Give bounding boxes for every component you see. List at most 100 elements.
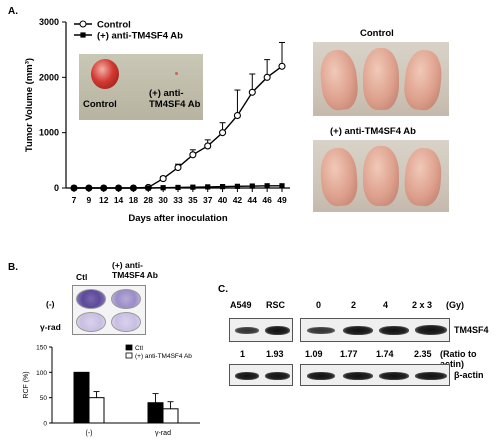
data-point [86, 185, 92, 191]
x-tick-label: 7 [72, 195, 77, 205]
data-point [71, 185, 77, 191]
category-label: (-) [86, 430, 93, 437]
x-tick-label: 28 [144, 195, 154, 205]
panel-b-letter: B. [8, 262, 18, 273]
actin-band-label: β-actin [454, 370, 484, 380]
data-point [219, 184, 226, 190]
data-point [115, 185, 122, 191]
photo-treated-label: (+) anti- TM4SF4 Ab [149, 88, 201, 110]
control-tumor [91, 59, 119, 89]
bar [73, 371, 90, 424]
row-minus-label: (-) [46, 299, 55, 309]
x-tick-label: 14 [114, 195, 124, 205]
y-tick-label: 0 [54, 183, 59, 193]
y-tick-label: 50 [40, 395, 48, 402]
tm4sf4-blot-left [229, 318, 293, 342]
excised-tumor-photo: Control (+) anti- TM4SF4 Ab [79, 54, 203, 120]
well-ab-minus [111, 289, 141, 309]
x-axis-label: Days after inoculation [128, 213, 227, 224]
data-point [174, 163, 182, 172]
lane-label-0gy: 0 [316, 300, 322, 310]
band [265, 372, 290, 380]
y-tick-label: 1000 [39, 128, 59, 138]
bar [162, 408, 179, 424]
control-mice-photo [313, 42, 449, 116]
data-point [279, 183, 285, 189]
data-point [233, 111, 241, 120]
data-point [189, 151, 197, 159]
data-point [219, 129, 227, 137]
x-tick-label: 42 [233, 195, 243, 205]
band [235, 372, 259, 380]
x-tick-label: 12 [99, 195, 109, 205]
legend-label: Control [97, 20, 131, 31]
mouse [319, 146, 359, 208]
y-tick-label: 0 [43, 421, 47, 428]
col-ctl-label: Ctl [76, 272, 88, 282]
ratio-4gy: 1.74 [376, 349, 394, 359]
band [379, 372, 409, 380]
band [379, 326, 409, 335]
legend-swatch [125, 344, 133, 351]
band [307, 372, 335, 380]
data-point [101, 185, 107, 191]
data-point [175, 184, 181, 191]
y-tick-label: 150 [36, 345, 47, 352]
band [307, 327, 335, 334]
ratio-rsc: 1.93 [266, 349, 284, 359]
tm4sf4-blot-right [300, 318, 450, 342]
data-point [205, 184, 211, 190]
lane-label-2gy: 2 [351, 300, 357, 310]
well-ctl-rad [76, 312, 106, 332]
bar [88, 397, 105, 424]
legend-label: (+) anti-TM4SF4 Ab [135, 353, 192, 360]
band [415, 325, 447, 335]
lane-label-rsc: RSC [266, 300, 286, 310]
x-tick-label: 18 [129, 195, 139, 205]
mouse [363, 48, 399, 110]
well-ctl-minus [76, 289, 106, 309]
gy-unit-label: (Gy) [446, 300, 464, 310]
mouse [403, 146, 443, 208]
x-tick-label: 33 [173, 195, 183, 205]
category-label: γ-rad [155, 430, 171, 437]
legend-marker [80, 32, 86, 38]
y-tick-label: 3000 [39, 17, 59, 27]
ratio-a549: 1 [240, 349, 246, 359]
ratio-0gy: 1.09 [305, 349, 323, 359]
x-tick-label: 44 [248, 195, 258, 205]
tumor-volume-chart: 0 1000 2000 3000 7 9 12 14 18 28 30 33 35 37 40 42 44 46 4… [24, 17, 290, 224]
data-point [160, 185, 166, 191]
legend-swatch [125, 352, 133, 359]
band [265, 326, 290, 335]
x-tick-label: 40 [218, 195, 228, 205]
treated-mice-photo [313, 140, 449, 212]
band [235, 327, 259, 334]
legend-label: Ctl [135, 345, 144, 352]
lane-label-4gy: 4 [383, 300, 389, 310]
data-point [130, 185, 137, 191]
ratio-2x3gy: 2.35 [414, 349, 432, 359]
mice-control-label: Control [360, 28, 394, 39]
y-tick-label: 100 [36, 370, 47, 377]
mice-treated-label: (+) anti-TM4SF4 Ab [330, 126, 416, 137]
x-tick-label: 30 [158, 195, 168, 205]
legend-marker [79, 20, 87, 28]
actin-blot-left [229, 364, 293, 386]
y-tick-label: 2000 [39, 72, 59, 82]
data-point [190, 184, 196, 190]
data-point [145, 185, 151, 191]
colony-plate [72, 285, 146, 335]
y-axis-label: Tumor Volume (mm³) [24, 58, 35, 152]
legend-label: (+) anti-TM4SF4 Ab [97, 31, 183, 42]
data-point [278, 62, 286, 70]
bar [147, 402, 164, 424]
ratio-2gy: 1.77 [340, 349, 358, 359]
x-tick-label: 9 [86, 195, 91, 205]
panel-c-letter: C. [218, 284, 228, 295]
data-point [159, 175, 167, 183]
mouse [363, 146, 399, 206]
well-ab-rad [111, 312, 141, 332]
x-tick-label: 35 [188, 195, 198, 205]
x-tick-label: 46 [262, 195, 272, 205]
